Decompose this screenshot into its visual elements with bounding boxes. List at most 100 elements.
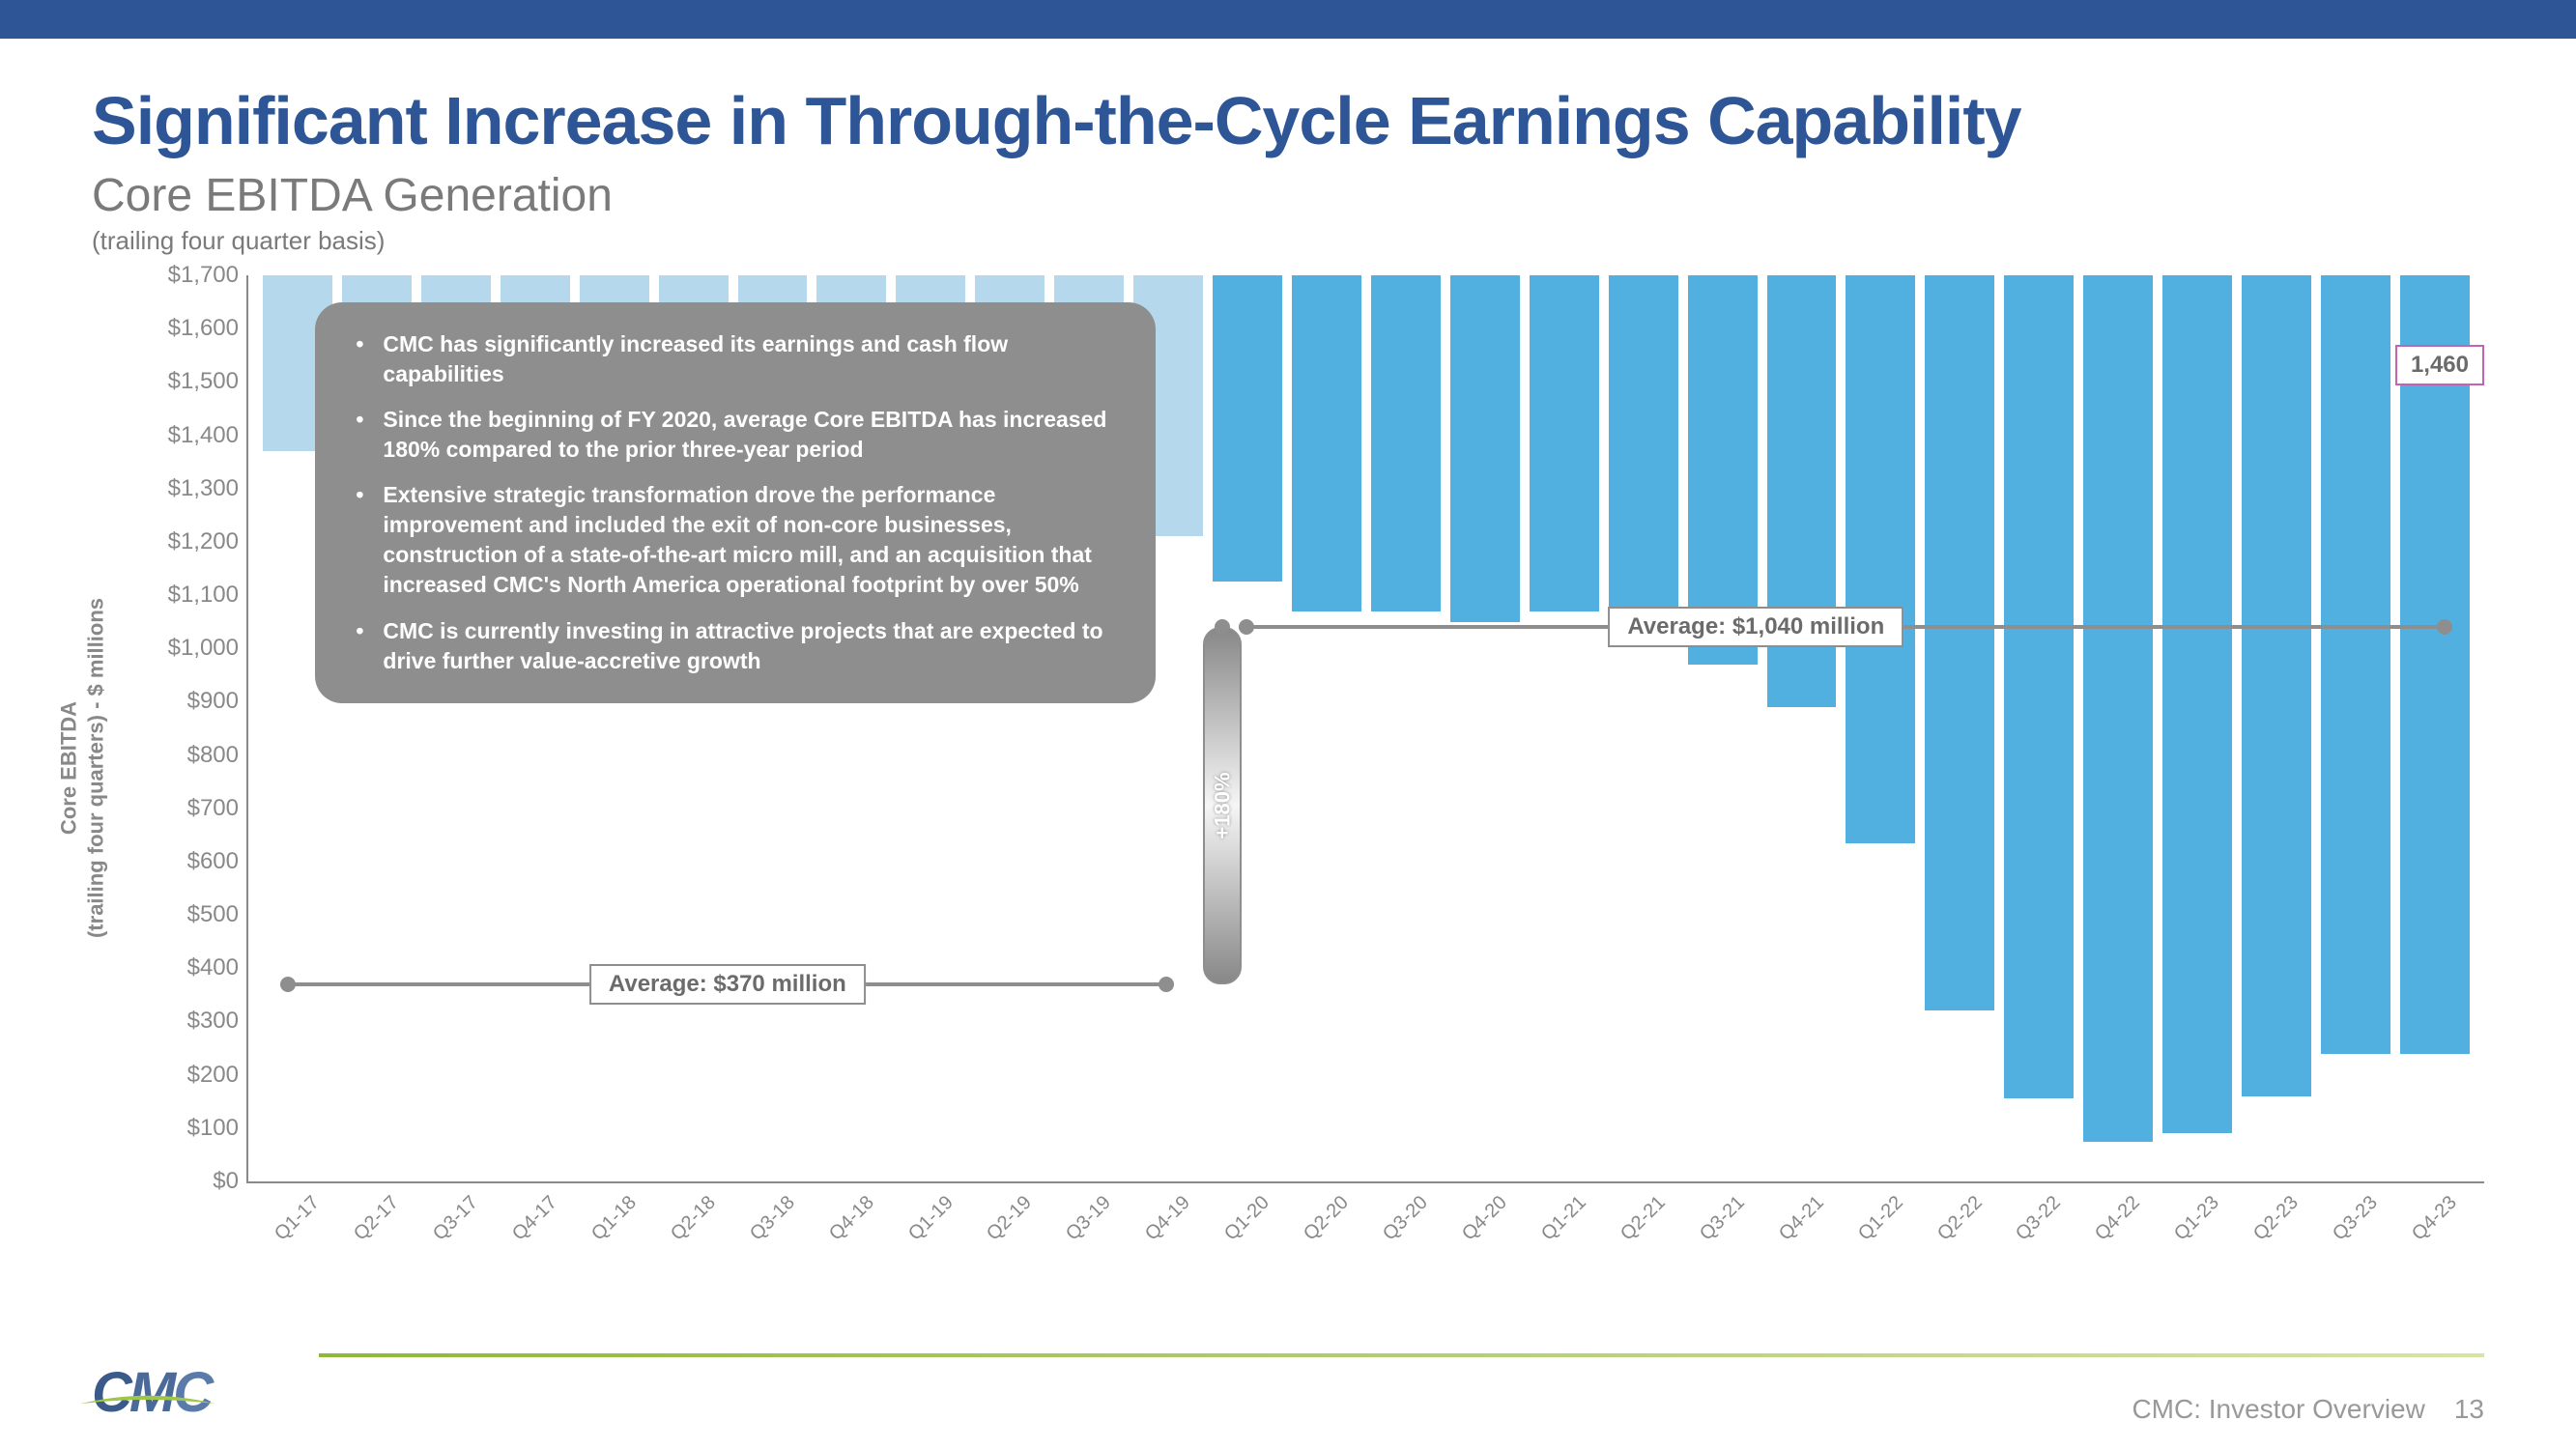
y-tick-label: $1,500 bbox=[137, 368, 239, 395]
x-tick-label: Q1-18 bbox=[587, 1192, 642, 1246]
bar-slot: Q4-23 bbox=[2400, 275, 2470, 1181]
bar-callout-label: 1,460 bbox=[2395, 345, 2484, 385]
x-tick-label: Q2-22 bbox=[1933, 1192, 1988, 1246]
y-tick-label: $200 bbox=[137, 1062, 239, 1089]
chart-bar bbox=[1846, 275, 1915, 843]
footer: CMC CMC: Investor Overview 13 bbox=[92, 1360, 2484, 1425]
x-tick-label: Q4-17 bbox=[508, 1192, 562, 1246]
chart-bar bbox=[1371, 275, 1441, 611]
y-tick-label: $400 bbox=[137, 954, 239, 981]
y-tick-label: $1,000 bbox=[137, 635, 239, 662]
y-tick-label: $1,200 bbox=[137, 528, 239, 555]
bar-slot: Q1-21 bbox=[1530, 275, 1599, 1181]
info-bullet: Since the beginning of FY 2020, average … bbox=[356, 405, 1115, 465]
pct-top-dot bbox=[1215, 619, 1230, 635]
y-tick-label: $0 bbox=[137, 1168, 239, 1195]
chart-bar bbox=[2162, 275, 2232, 1133]
chart-bar bbox=[1450, 275, 1520, 622]
y-tick-label: $1,100 bbox=[137, 582, 239, 609]
avg2-dot bbox=[1239, 619, 1254, 635]
pct-change-pill: +180% bbox=[1203, 627, 1242, 984]
bar-slot: Q2-23 bbox=[2242, 275, 2311, 1181]
bar-slot: Q3-20 bbox=[1371, 275, 1441, 1181]
x-tick-label: Q3-18 bbox=[746, 1192, 800, 1246]
avg1-label: Average: $370 million bbox=[589, 964, 866, 1005]
y-tick-label: $1,600 bbox=[137, 315, 239, 342]
cmc-logo: CMC bbox=[92, 1360, 211, 1425]
footer-overview-text: CMC: Investor Overview bbox=[2132, 1394, 2424, 1425]
y-tick-label: $500 bbox=[137, 901, 239, 928]
bar-slot: Q2-21 bbox=[1609, 275, 1678, 1181]
x-tick-label: Q2-23 bbox=[2249, 1192, 2304, 1246]
y-axis-label: Core EBITDA(trailing four quarters) - $ … bbox=[56, 598, 109, 938]
y-tick-label: $100 bbox=[137, 1115, 239, 1142]
chart-bar bbox=[2400, 275, 2470, 1054]
y-tick-label: $700 bbox=[137, 795, 239, 822]
avg1-dot bbox=[1159, 977, 1174, 992]
chart-bar bbox=[2004, 275, 2074, 1098]
x-tick-label: Q2-20 bbox=[1300, 1192, 1354, 1246]
x-tick-label: Q1-17 bbox=[271, 1192, 325, 1246]
x-tick-label: Q4-18 bbox=[825, 1192, 879, 1246]
y-tick-label: $1,400 bbox=[137, 422, 239, 449]
chart-plot: Q1-17Q2-17Q3-17Q4-17Q1-18Q2-18Q3-18Q4-18… bbox=[246, 275, 2484, 1183]
x-tick-label: Q4-23 bbox=[2408, 1192, 2462, 1246]
x-tick-label: Q1-19 bbox=[904, 1192, 959, 1246]
x-tick-label: Q3-21 bbox=[1696, 1192, 1750, 1246]
x-tick-label: Q1-21 bbox=[1537, 1192, 1591, 1246]
x-tick-label: Q3-22 bbox=[2012, 1192, 2066, 1246]
x-tick-label: Q2-17 bbox=[350, 1192, 404, 1246]
chart-bar bbox=[2321, 275, 2390, 1054]
x-tick-label: Q1-20 bbox=[1220, 1192, 1274, 1246]
slide-title: Significant Increase in Through-the-Cycl… bbox=[92, 82, 2484, 159]
y-tick-label: $600 bbox=[137, 848, 239, 875]
x-tick-label: Q4-21 bbox=[1775, 1192, 1829, 1246]
x-tick-label: Q3-20 bbox=[1379, 1192, 1433, 1246]
footer-rule bbox=[319, 1353, 2484, 1357]
bar-slot: Q2-20 bbox=[1292, 275, 1361, 1181]
logo-swoosh-icon bbox=[80, 1393, 215, 1406]
y-tick-label: $900 bbox=[137, 688, 239, 715]
info-bullet: CMC has significantly increased its earn… bbox=[356, 329, 1115, 389]
top-bar bbox=[0, 0, 2576, 39]
avg2-label: Average: $1,040 million bbox=[1608, 607, 1903, 647]
bar-slot: Q4-22 bbox=[2083, 275, 2153, 1181]
bar-slot: Q3-23 bbox=[2321, 275, 2390, 1181]
x-tick-label: Q4-20 bbox=[1458, 1192, 1512, 1246]
chart-bar bbox=[1292, 275, 1361, 611]
x-tick-label: Q1-23 bbox=[2170, 1192, 2224, 1246]
chart-area: Core EBITDA(trailing four quarters) - $ … bbox=[92, 275, 2484, 1261]
y-tick-label: $1,300 bbox=[137, 475, 239, 502]
chart-subtitle: Core EBITDA Generation bbox=[92, 169, 2484, 222]
bar-slot: Q2-22 bbox=[1925, 275, 1994, 1181]
x-tick-label: Q4-22 bbox=[2091, 1192, 2145, 1246]
info-bullet: CMC is currently investing in attractive… bbox=[356, 616, 1115, 676]
x-tick-label: Q2-21 bbox=[1617, 1192, 1671, 1246]
info-box: CMC has significantly increased its earn… bbox=[315, 302, 1156, 702]
slide-content: Significant Increase in Through-the-Cycl… bbox=[0, 39, 2576, 1261]
y-tick-label: $1,700 bbox=[137, 262, 239, 289]
info-bullet: Extensive strategic transformation drove… bbox=[356, 480, 1115, 600]
x-tick-label: Q4-19 bbox=[1141, 1192, 1195, 1246]
bar-slot: Q1-23 bbox=[2162, 275, 2232, 1181]
chart-subsubtitle: (trailing four quarter basis) bbox=[92, 226, 2484, 256]
bar-slot: Q3-21 bbox=[1688, 275, 1758, 1181]
chart-bar bbox=[1925, 275, 1994, 1010]
avg2-dot bbox=[2437, 619, 2452, 635]
y-tick-label: $300 bbox=[137, 1008, 239, 1035]
chart-bar bbox=[2083, 275, 2153, 1142]
bar-slot: Q1-22 bbox=[1846, 275, 1915, 1181]
x-tick-label: Q3-17 bbox=[429, 1192, 483, 1246]
footer-right: CMC: Investor Overview 13 bbox=[2132, 1394, 2484, 1425]
y-tick-label: $800 bbox=[137, 742, 239, 769]
chart-bar bbox=[1213, 275, 1282, 582]
bar-slot: Q4-20 bbox=[1450, 275, 1520, 1181]
page-number: 13 bbox=[2454, 1394, 2484, 1425]
bar-slot: Q4-21 bbox=[1767, 275, 1837, 1181]
bar-slot: Q3-22 bbox=[2004, 275, 2074, 1181]
pct-change-text: +180% bbox=[1210, 772, 1235, 838]
x-tick-label: Q2-18 bbox=[667, 1192, 721, 1246]
chart-bar bbox=[1530, 275, 1599, 611]
avg1-dot bbox=[280, 977, 296, 992]
x-tick-label: Q3-23 bbox=[2329, 1192, 2383, 1246]
